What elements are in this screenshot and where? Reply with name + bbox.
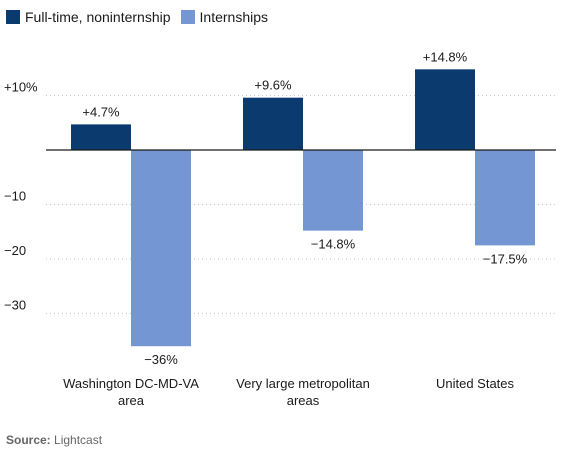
legend-item-fulltime: Full-time, noninternship xyxy=(6,9,171,25)
data-label: +9.6% xyxy=(254,78,292,93)
data-label: −17.5% xyxy=(483,251,528,266)
bar-fulltime xyxy=(415,69,475,150)
x-category-label: Very large metropolitan xyxy=(236,376,370,391)
bar-internships xyxy=(131,150,191,347)
y-tick-label: −30 xyxy=(4,298,26,313)
data-label: −14.8% xyxy=(311,237,356,252)
y-tick-label: −20 xyxy=(4,243,26,258)
y-tick-label: −10 xyxy=(4,189,26,204)
source-label: Source: xyxy=(6,433,51,447)
x-category-label: United States xyxy=(436,376,515,391)
bar-internships xyxy=(475,150,535,246)
x-category-label: area xyxy=(118,393,145,408)
data-label: +14.8% xyxy=(423,49,468,64)
legend-item-internships: Internships xyxy=(180,9,268,25)
legend: Full-time, noninternship Internships xyxy=(6,9,278,25)
legend-label-fulltime: Full-time, noninternship xyxy=(25,9,171,25)
legend-swatch-internships xyxy=(180,10,195,24)
bar-fulltime xyxy=(71,124,131,150)
bar-fulltime xyxy=(243,97,303,150)
data-label: −36% xyxy=(144,352,178,367)
bar-internships xyxy=(303,150,363,231)
legend-swatch-fulltime xyxy=(6,10,20,24)
x-category-label: areas xyxy=(287,393,320,408)
data-label: +4.7% xyxy=(82,104,120,119)
x-category-label: Washington DC-MD-VA xyxy=(63,376,199,391)
legend-label-internships: Internships xyxy=(199,9,268,25)
source-note: Source: Lightcast xyxy=(6,433,102,447)
y-tick-label: +10% xyxy=(4,80,38,95)
source-text: Lightcast xyxy=(54,433,103,447)
